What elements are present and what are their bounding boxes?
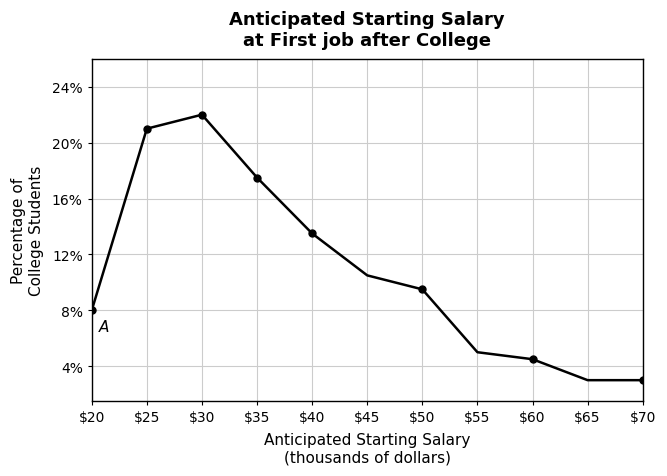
Title: Anticipated Starting Salary
at First job after College: Anticipated Starting Salary at First job… (229, 11, 505, 50)
Y-axis label: Percentage of
College Students: Percentage of College Students (11, 166, 43, 296)
X-axis label: Anticipated Starting Salary
(thousands of dollars): Anticipated Starting Salary (thousands o… (264, 433, 470, 465)
Text: A: A (98, 319, 109, 335)
